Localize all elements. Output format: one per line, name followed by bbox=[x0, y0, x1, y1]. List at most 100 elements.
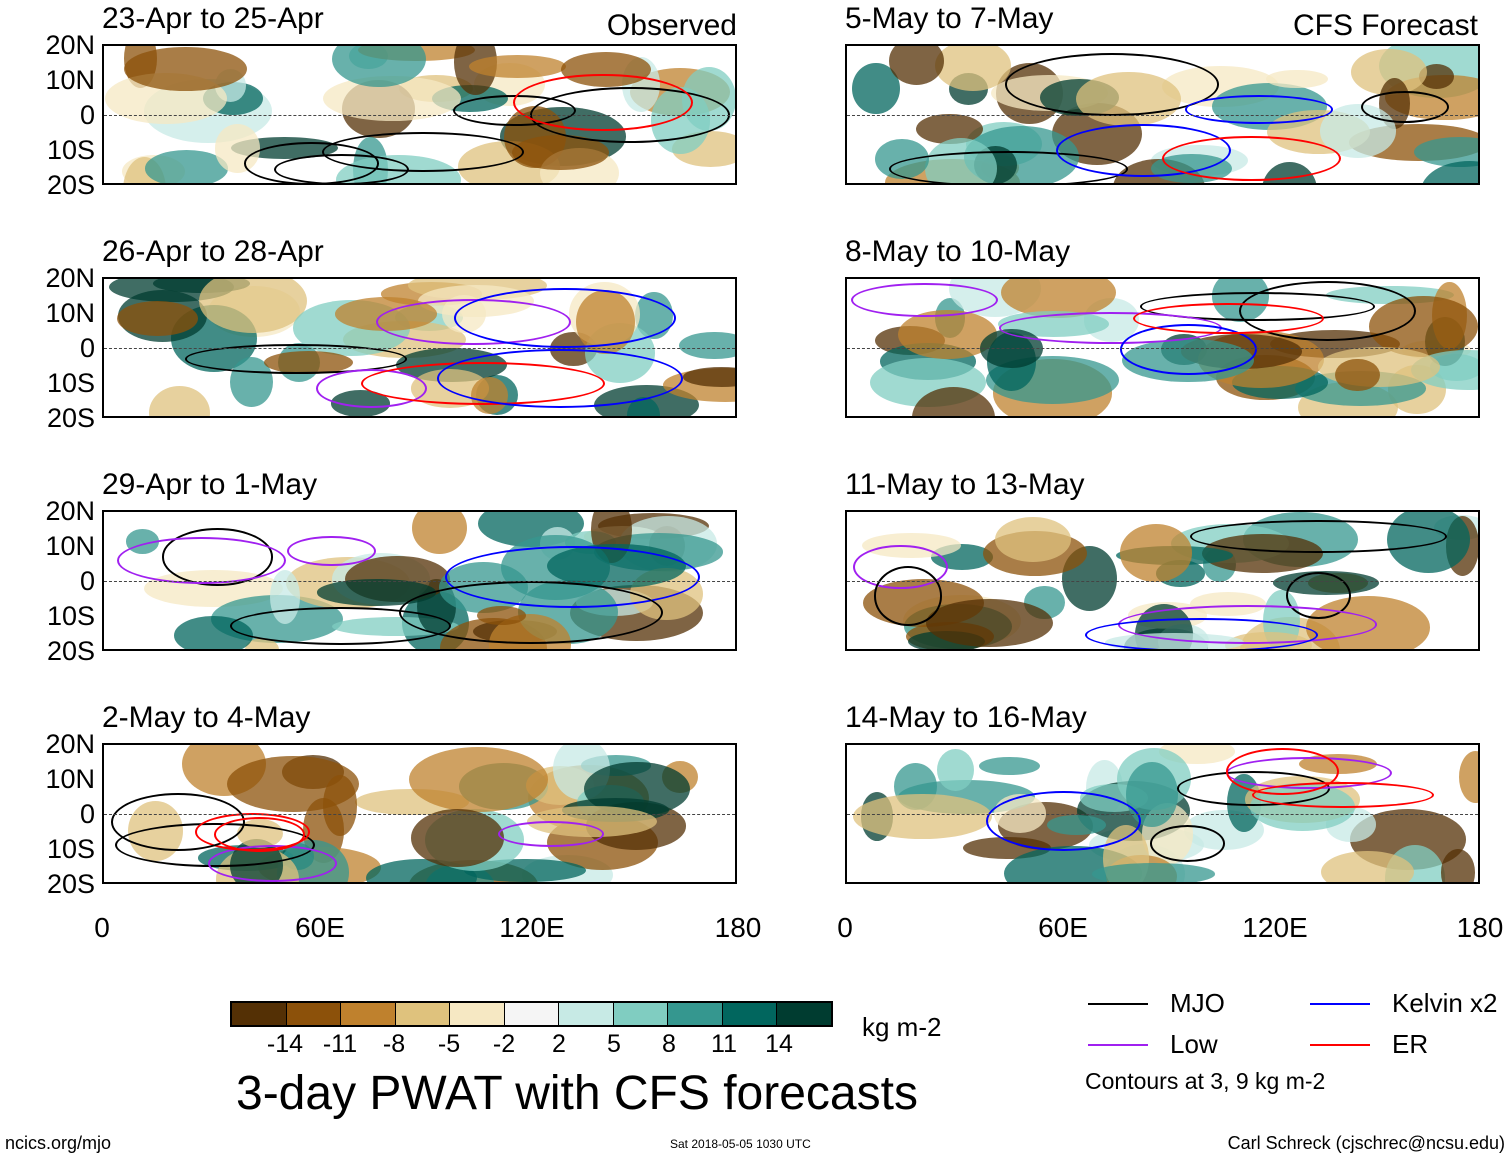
contour-ring bbox=[1184, 95, 1334, 124]
observed-label: Observed bbox=[606, 9, 737, 42]
lat-tick: 10N bbox=[45, 298, 95, 328]
legend-label-kelvin: Kelvin x2 bbox=[1392, 988, 1498, 1018]
contour-ring bbox=[986, 790, 1141, 851]
anomaly-blob bbox=[322, 775, 358, 837]
lat-tick: 10N bbox=[45, 65, 95, 95]
lat-tick: 0 bbox=[79, 799, 95, 829]
cfs-forecast-label: CFS Forecast bbox=[1292, 9, 1478, 42]
contour-ring bbox=[399, 581, 664, 645]
lat-tick: 20S bbox=[46, 636, 95, 666]
lat-tick: 0 bbox=[79, 333, 95, 363]
colorbar-swatch bbox=[668, 1003, 723, 1025]
contour-ring bbox=[321, 131, 525, 172]
anomaly-blob bbox=[979, 756, 1040, 776]
map-panel bbox=[102, 743, 737, 884]
lat-tick: 0 bbox=[79, 100, 95, 130]
anomaly-blob bbox=[1420, 161, 1478, 183]
anomaly-blob bbox=[682, 367, 735, 387]
lon-tick: 120E bbox=[1242, 912, 1308, 943]
panel-title: 5-May to 7-May bbox=[845, 2, 1054, 35]
lat-tick: 10N bbox=[45, 764, 95, 794]
anomaly-blob bbox=[148, 386, 210, 416]
contour-ring bbox=[1085, 618, 1319, 649]
equator-line bbox=[104, 581, 735, 582]
contour-ring bbox=[1361, 91, 1450, 124]
colorbar-swatch bbox=[613, 1003, 669, 1025]
panel-title: 8-May to 10-May bbox=[845, 235, 1071, 268]
contour-ring bbox=[873, 566, 942, 626]
equator-line bbox=[847, 348, 1478, 349]
lat-tick: 20N bbox=[45, 30, 95, 60]
lat-tick: 20S bbox=[46, 403, 95, 433]
lat-tick: 20N bbox=[45, 496, 95, 526]
map-panel bbox=[102, 277, 737, 418]
contour-ring bbox=[286, 535, 377, 567]
colorbar-swatch bbox=[777, 1003, 832, 1025]
legend-line-low bbox=[1088, 1044, 1148, 1046]
legend-line-mjo bbox=[1088, 1003, 1148, 1005]
lon-tick: 0 bbox=[94, 912, 110, 943]
units-label: kg m-2 bbox=[862, 1012, 942, 1042]
colorbar-tick: -2 bbox=[492, 1030, 516, 1058]
panel-title: 11-May to 13-May bbox=[845, 468, 1085, 501]
panel-title: 29-Apr to 1-May bbox=[102, 468, 318, 501]
equator-line bbox=[847, 115, 1478, 116]
colorbar bbox=[230, 1001, 833, 1027]
legend-line-kelvin bbox=[1310, 1003, 1370, 1005]
contour-note: Contours at 3, 9 kg m-2 bbox=[1085, 1068, 1326, 1094]
contour-ring bbox=[274, 154, 409, 183]
anomaly-blob bbox=[117, 300, 198, 337]
contour-ring bbox=[1004, 52, 1219, 116]
equator-line bbox=[847, 581, 1478, 582]
lat-tick: 10S bbox=[46, 601, 95, 631]
equator-line bbox=[104, 348, 735, 349]
anomaly-blob bbox=[1440, 849, 1476, 882]
colorbar-tick: 8 bbox=[662, 1030, 676, 1058]
footer-author: Carl Schreck (cjschrec@ncsu.edu) bbox=[1227, 1133, 1505, 1153]
anomaly-blob bbox=[1266, 69, 1329, 89]
lon-tick: 180 bbox=[1456, 912, 1504, 943]
anomaly-blob bbox=[926, 598, 1054, 648]
panel-title: 14-May to 16-May bbox=[845, 701, 1087, 734]
lat-tick: 20S bbox=[46, 869, 95, 899]
map-panel bbox=[102, 510, 737, 651]
anomaly-blob bbox=[1459, 751, 1478, 804]
colorbar-swatch bbox=[504, 1003, 560, 1025]
contour-ring bbox=[498, 821, 605, 848]
anomaly-blob bbox=[410, 809, 504, 867]
contour-ring bbox=[1190, 519, 1448, 554]
anomaly-blob bbox=[888, 46, 944, 86]
lat-tick: 10S bbox=[46, 368, 95, 398]
contour-ring bbox=[454, 287, 676, 349]
contour-ring bbox=[850, 282, 999, 318]
lat-tick: 10S bbox=[46, 135, 95, 165]
equator-line bbox=[104, 814, 735, 815]
map-panel bbox=[845, 277, 1480, 418]
lat-tick: 0 bbox=[79, 566, 95, 596]
equator-line bbox=[104, 115, 735, 116]
anomaly-blob bbox=[411, 512, 467, 554]
anomaly-blob bbox=[1092, 863, 1216, 882]
legend-label-er: ER bbox=[1392, 1029, 1429, 1059]
anomaly-blob bbox=[853, 793, 992, 840]
colorbar-tick: 11 bbox=[711, 1030, 737, 1058]
anomaly-blob bbox=[123, 46, 247, 91]
contour-ring bbox=[512, 73, 693, 132]
colorbar-swatch bbox=[450, 1003, 505, 1025]
contour-ring bbox=[1162, 136, 1342, 182]
legend-label-low: Low bbox=[1170, 1029, 1218, 1059]
map-panel bbox=[845, 743, 1480, 884]
lat-tick: 10N bbox=[45, 531, 95, 561]
contour-ring bbox=[436, 348, 683, 408]
anomaly-blob bbox=[245, 638, 280, 649]
map-panel bbox=[845, 510, 1480, 651]
colorbar-swatch bbox=[559, 1003, 614, 1025]
lat-tick: 20N bbox=[45, 263, 95, 293]
anomaly-blob bbox=[678, 331, 735, 360]
anomaly-blob bbox=[145, 150, 229, 183]
contour-ring bbox=[1251, 781, 1435, 809]
anomaly-blob bbox=[935, 46, 1011, 92]
chart-title: 3-day PWAT with CFS forecasts bbox=[236, 1067, 918, 1120]
panel-title: 23-Apr to 25-Apr bbox=[102, 2, 324, 35]
